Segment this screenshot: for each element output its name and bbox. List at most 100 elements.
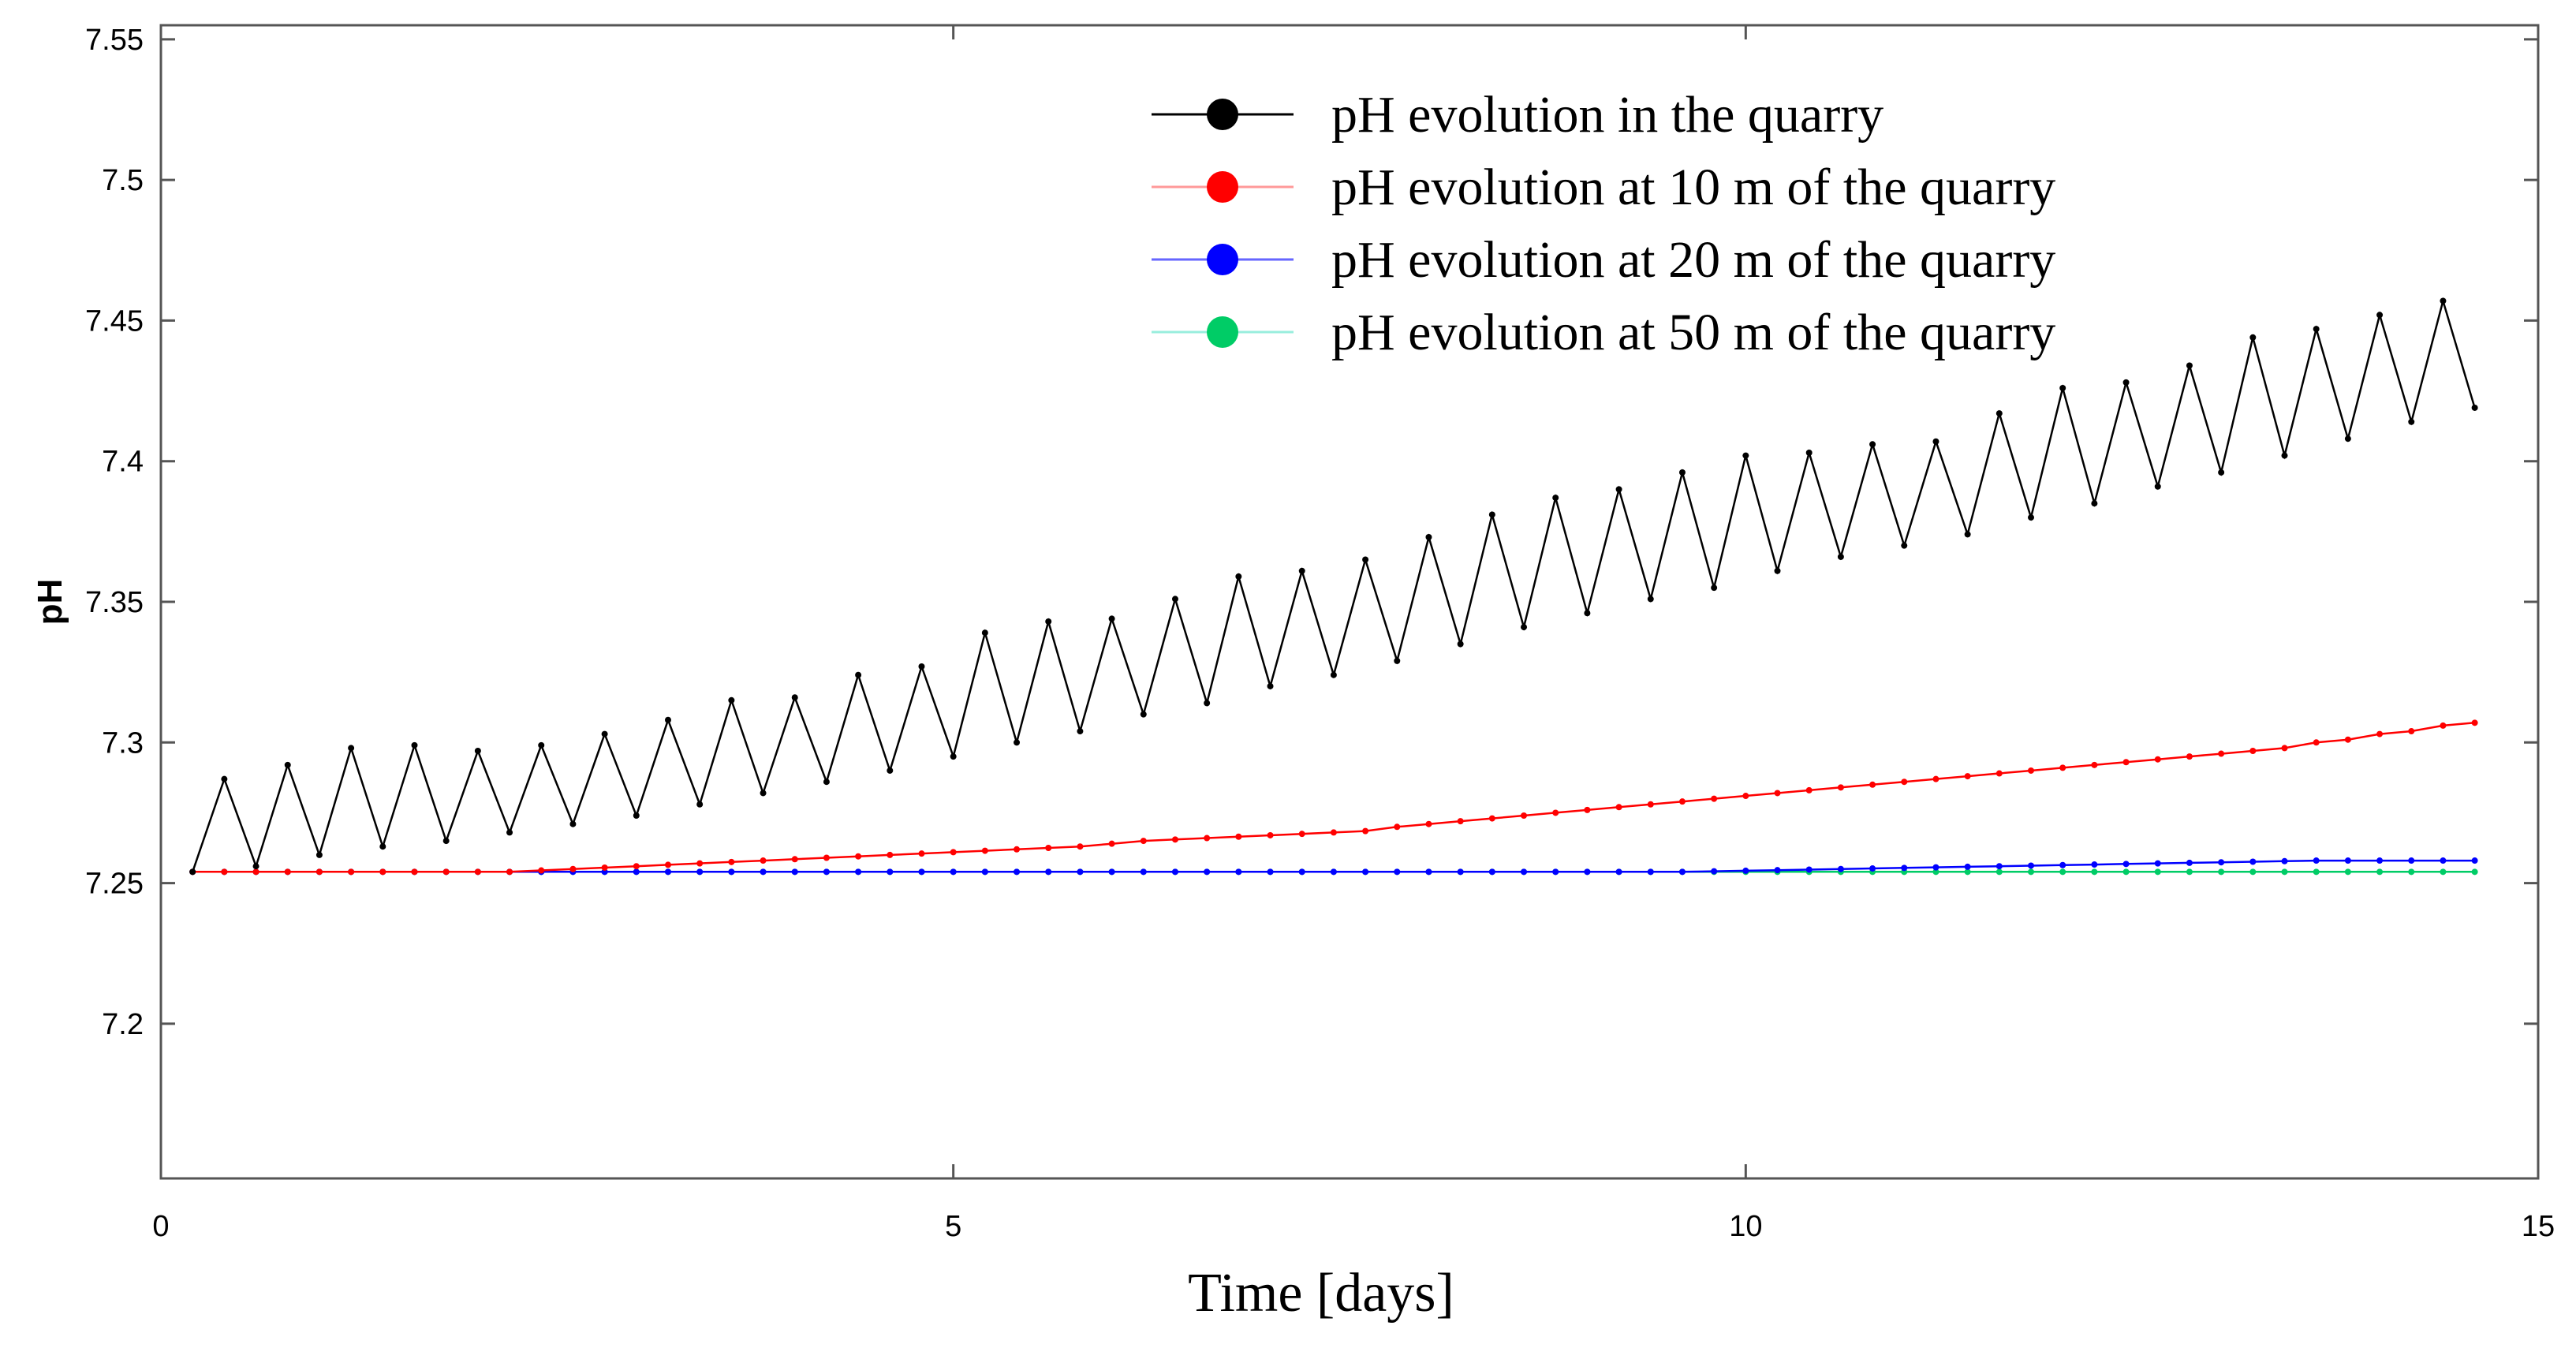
data-point — [1805, 786, 1813, 793]
data-point — [569, 865, 577, 872]
data-point — [823, 854, 830, 861]
legend: pH evolution in the quarry pH evolution a… — [1152, 86, 2055, 361]
data-point — [1552, 809, 1559, 816]
data-point — [569, 820, 577, 827]
data-point — [252, 863, 259, 870]
data-point — [506, 868, 513, 876]
data-point — [950, 753, 957, 760]
data-point — [1330, 829, 1337, 836]
data-point — [1362, 868, 1369, 876]
data-point — [887, 851, 894, 858]
data-point — [2440, 722, 2447, 729]
data-point — [1964, 531, 1971, 538]
data-point — [2218, 469, 2225, 476]
x-tick-label: 5 — [945, 1210, 961, 1243]
data-point — [2440, 868, 2447, 876]
data-point — [1488, 815, 1495, 822]
data-point — [1521, 624, 1528, 631]
series-layer — [189, 297, 2478, 876]
data-point — [2091, 868, 2098, 876]
data-point — [348, 868, 355, 876]
data-point — [1362, 827, 1369, 835]
data-point — [1964, 868, 1971, 876]
data-point — [538, 867, 545, 874]
data-point — [1267, 831, 1274, 838]
data-point — [1457, 818, 1464, 825]
data-point — [1171, 868, 1178, 876]
data-point — [2028, 862, 2035, 869]
data-point — [1805, 866, 1813, 873]
data-point — [2313, 868, 2320, 876]
data-point — [2440, 857, 2447, 864]
data-point — [1235, 868, 1242, 876]
legend-marker — [1207, 244, 1238, 275]
data-point — [2218, 750, 2225, 757]
data-point — [1837, 865, 1844, 872]
data-point — [1584, 868, 1591, 876]
data-point — [728, 868, 735, 876]
data-point — [1045, 868, 1052, 876]
data-point — [2122, 759, 2130, 766]
data-point — [2376, 868, 2384, 876]
data-point — [1995, 410, 2003, 417]
data-point — [2408, 868, 2415, 876]
data-point — [791, 694, 798, 701]
data-point — [1774, 867, 1781, 874]
data-point — [1077, 843, 1084, 850]
data-point — [474, 868, 481, 876]
y-tick-label: 7.3 — [102, 726, 144, 760]
data-point — [2471, 719, 2478, 726]
data-point — [348, 745, 355, 752]
data-point — [2186, 362, 2193, 369]
y-tick-label: 7.2 — [102, 1008, 144, 1041]
data-point — [1678, 469, 1686, 476]
data-point — [1267, 682, 1274, 689]
data-point — [2186, 753, 2193, 760]
data-point — [760, 857, 767, 864]
data-point — [2344, 857, 2351, 864]
data-point — [1584, 806, 1591, 813]
data-point — [601, 730, 608, 737]
data-point — [2471, 404, 2478, 411]
data-point — [1171, 836, 1178, 843]
data-point — [1204, 700, 1211, 707]
legend-label: pH evolution at 20 m of the quarry — [1331, 231, 2055, 289]
data-point — [2313, 857, 2320, 864]
data-point — [2059, 764, 2066, 771]
y-tick-label: 7.55 — [85, 24, 144, 57]
data-point — [2408, 728, 2415, 735]
data-point — [1932, 864, 1939, 871]
data-point — [1488, 511, 1495, 518]
data-point — [1615, 486, 1622, 493]
data-point — [1901, 864, 1908, 872]
data-point — [2281, 868, 2288, 876]
data-point — [506, 829, 513, 836]
data-point — [633, 868, 640, 876]
data-point — [1711, 868, 1718, 875]
data-point — [1077, 868, 1084, 876]
data-point — [633, 863, 640, 870]
data-point — [1108, 840, 1115, 847]
legend-label: pH evolution at 10 m of the quarry — [1331, 159, 2055, 216]
data-point — [855, 868, 862, 876]
data-point — [1932, 868, 1939, 876]
data-point — [379, 868, 386, 876]
data-point — [2408, 418, 2415, 425]
data-point — [1647, 801, 1654, 808]
data-point — [1932, 775, 1939, 782]
data-point — [887, 767, 894, 774]
data-point — [189, 868, 196, 876]
data-point — [1394, 868, 1401, 876]
data-point — [2281, 452, 2288, 459]
data-point — [2249, 868, 2257, 876]
data-point — [379, 843, 386, 850]
data-point — [1077, 728, 1084, 735]
data-point — [2471, 857, 2478, 864]
legend-item: pH evolution at 10 m of the quarry — [1152, 159, 2055, 216]
data-point — [1204, 868, 1211, 876]
data-point — [855, 853, 862, 860]
series-line — [192, 722, 2475, 873]
data-point — [1014, 739, 1021, 746]
data-point — [2218, 859, 2225, 866]
